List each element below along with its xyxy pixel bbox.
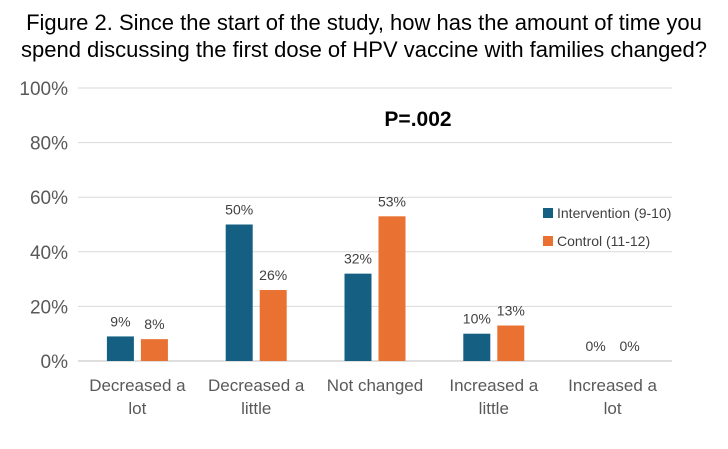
- y-tick-label: 100%: [19, 79, 68, 100]
- category-label: Increased a: [568, 376, 657, 395]
- bar: [344, 273, 372, 361]
- y-tick-label: 20%: [30, 297, 68, 318]
- bar: [225, 224, 253, 361]
- data-label: 50%: [225, 202, 253, 218]
- legend-label: Intervention (9-10): [557, 205, 671, 221]
- category-label: little: [479, 399, 509, 418]
- gridlines: [78, 87, 672, 362]
- data-label: 26%: [259, 267, 287, 283]
- legend-swatch: [543, 236, 553, 246]
- y-tick-label: 60%: [30, 188, 68, 209]
- bars: [106, 216, 525, 361]
- y-tick-label: 40%: [30, 243, 68, 264]
- title-line: spend discussing the first dose of HPV v…: [21, 37, 707, 62]
- category-label: Decreased a: [208, 376, 305, 395]
- data-label: 10%: [463, 311, 491, 327]
- y-tick-label: 0%: [41, 352, 69, 373]
- data-label: 53%: [378, 193, 406, 209]
- category-label: lot: [128, 399, 146, 418]
- p-value-annotation: P=.002: [384, 108, 451, 131]
- y-tick-label: 80%: [30, 134, 68, 155]
- bar: [259, 290, 287, 361]
- legend-swatch: [543, 208, 553, 218]
- data-label: 0%: [585, 338, 605, 354]
- legend: Intervention (9-10) Control (11-12): [543, 205, 671, 249]
- category-label: lot: [604, 399, 622, 418]
- data-label: 13%: [497, 303, 525, 319]
- data-label: 9%: [110, 313, 130, 329]
- data-labels: 9% 8% 50% 26% 32% 53% 10% 13% 0% 0%: [110, 193, 639, 354]
- title-line: Figure 2. Since the start of the study, …: [26, 10, 702, 35]
- data-label: 8%: [144, 316, 164, 332]
- data-label: 0%: [619, 338, 639, 354]
- category-label: little: [241, 399, 271, 418]
- bar: [106, 336, 134, 361]
- bar: [378, 216, 406, 361]
- category-label: Not changed: [327, 376, 423, 395]
- category-label: Increased a: [449, 376, 538, 395]
- bar: [463, 333, 491, 361]
- legend-label: Control (11-12): [557, 233, 650, 249]
- bar: [497, 325, 525, 361]
- y-axis-ticks: 0% 20% 40% 60% 80% 100%: [19, 79, 68, 373]
- bar: [140, 339, 168, 361]
- chart-title: Figure 2. Since the start of the study, …: [21, 10, 707, 62]
- data-label: 32%: [344, 251, 372, 267]
- x-axis-categories: Decreased a lot Decreased a little Not chang…: [89, 376, 657, 418]
- category-label: Decreased a: [89, 376, 186, 395]
